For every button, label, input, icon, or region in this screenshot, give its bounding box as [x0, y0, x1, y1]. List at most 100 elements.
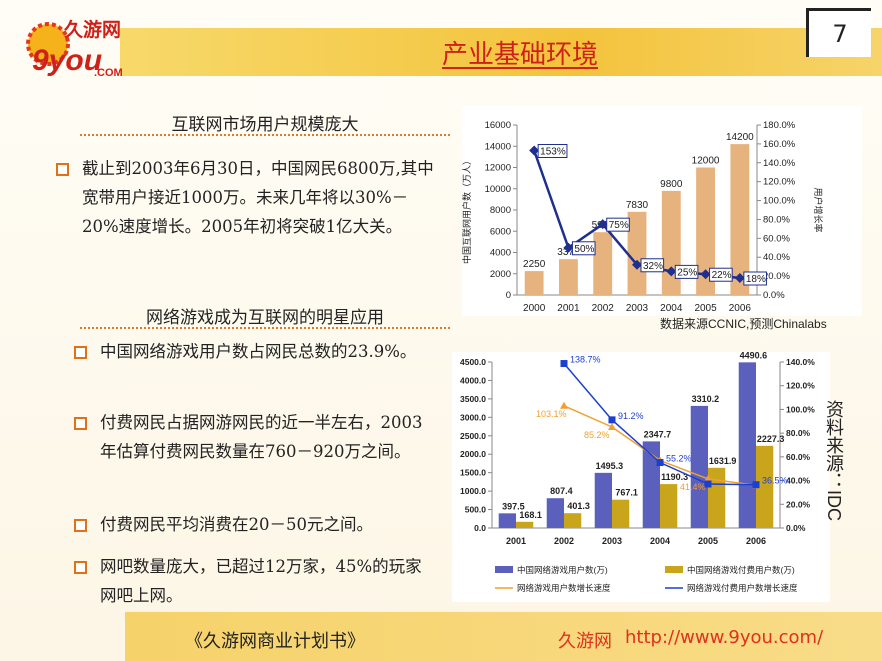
- marker: [704, 474, 712, 482]
- y2-tick-label: 180.0%: [763, 120, 796, 131]
- x-tick-label: 2003: [626, 303, 649, 314]
- marker: [560, 360, 568, 368]
- y-tick-label: 16000: [485, 120, 511, 131]
- legend-swatch: [665, 566, 683, 573]
- y-tick-label: 500.0: [465, 505, 487, 515]
- section-heading: 互联网市场用户规模庞大: [171, 115, 359, 135]
- bar-value-label: 2227.3: [757, 434, 785, 444]
- y2-tick-label: 20.0%: [786, 499, 811, 509]
- y-tick-label: 2500.0: [460, 431, 486, 441]
- bar: [661, 190, 681, 295]
- marker: [666, 266, 677, 277]
- y2-tick-label: 120.0%: [786, 381, 815, 391]
- bar-value-label: 767.1: [615, 488, 638, 498]
- y-tick-label: 2000.0: [460, 449, 486, 459]
- line-value-label: 91.2%: [618, 411, 644, 421]
- bar: [516, 521, 534, 528]
- bullet: 网吧数量庞大，已超过12万家，45%的玩家网吧上网。: [74, 552, 430, 610]
- marker: [529, 145, 540, 156]
- legend-label: 中国网络游戏用户数(万): [517, 565, 608, 575]
- bar-value-label: 397.5: [502, 501, 525, 511]
- y-tick-label: 2000: [490, 269, 511, 280]
- bar: [756, 445, 774, 528]
- label-box: [606, 217, 630, 232]
- y-tick-label: 4000: [490, 248, 511, 259]
- bar-value-label: 168.1: [519, 510, 542, 520]
- line-value-label: 55.2%: [666, 454, 692, 464]
- bar-value-label: 3370: [557, 247, 580, 258]
- bar: [730, 144, 750, 295]
- label-box: [640, 258, 665, 273]
- bar-value-label: 4490.6: [740, 350, 768, 360]
- x-tick-label: 2005: [698, 536, 718, 546]
- bar-value-label: 807.4: [550, 486, 573, 496]
- y2-tick-label: 100.0%: [763, 196, 796, 207]
- bar: [593, 232, 613, 295]
- section-heading: 网络游戏成为互联网的明星应用: [146, 308, 384, 328]
- bullet: 中国网络游戏用户数占网民总数的23.9%。: [74, 337, 420, 366]
- y-tick-label: 4500.0: [460, 357, 486, 367]
- bar: [696, 167, 715, 295]
- bar: [564, 513, 582, 528]
- bar: [524, 271, 544, 295]
- bullet: 截止到2003年6月30日，中国网民6800万,其中宽带用户接近1000万。未来…: [56, 154, 444, 241]
- footer-doc: 《久游网商业计划书》: [185, 631, 365, 652]
- marker: [560, 401, 568, 409]
- label-box: [709, 267, 733, 282]
- line-value-label: 18%: [746, 274, 766, 285]
- logo: 久游网 9you .COM: [26, 18, 123, 79]
- y-tick-label: 14000: [485, 141, 511, 152]
- line-value-label: 32%: [643, 261, 663, 272]
- logo-com: .COM: [94, 67, 123, 79]
- footer-url: http://www.9you.com/: [625, 627, 824, 648]
- page-number: 7: [806, 8, 871, 57]
- line-value-label: 103.1%: [536, 409, 567, 419]
- bar-value-label: 2347.7: [644, 429, 672, 439]
- marker: [734, 273, 745, 283]
- y2-tick-label: 60.0%: [786, 452, 811, 462]
- y2-tick-label: 20.0%: [763, 271, 790, 282]
- source: 数据来源CCNIC,预测Chinalabs: [660, 316, 827, 331]
- y-tick-label: 1500.0: [460, 468, 486, 478]
- label-box: [537, 144, 568, 158]
- marker: [563, 242, 574, 253]
- line-value-label: 36.5%: [762, 476, 788, 486]
- divider: [80, 134, 450, 136]
- line-value-label: 75%: [609, 220, 629, 231]
- x-tick-label: 2003: [602, 536, 622, 546]
- header-band: [120, 28, 882, 76]
- y2-tick-label: 100.0%: [786, 404, 815, 414]
- y-tick-label: 4000.0: [460, 375, 486, 385]
- y2-tick-label: 120.0%: [763, 177, 796, 188]
- x-tick-label: 2006: [729, 303, 752, 314]
- marker: [704, 480, 712, 488]
- bar: [660, 484, 678, 528]
- y2-tick-label: 140.0%: [763, 158, 796, 169]
- y2-tick-label: 0.0%: [786, 523, 806, 533]
- logo-sun: [26, 22, 70, 66]
- bar-value-label: 1495.3: [596, 461, 624, 471]
- bullet: 付费网民占据网游网民的近一半左右，2003年估算付费网民数量在760－920万之…: [74, 408, 430, 466]
- line-value-label: 22%: [712, 270, 732, 281]
- y-tick-label: 0.0: [474, 523, 486, 533]
- label-box: [743, 271, 767, 286]
- bar-value-label: 3310.2: [692, 394, 720, 404]
- bar: [627, 211, 647, 295]
- marker: [632, 259, 642, 270]
- y-tick-label: 8000: [490, 205, 511, 216]
- line-value-label: 50%: [574, 244, 594, 255]
- y2-tick-label: 0.0%: [763, 290, 785, 301]
- bar-value-label: 2250: [523, 259, 546, 270]
- y-tick-label: 3000.0: [460, 412, 486, 422]
- x-tick-label: 2005: [694, 303, 717, 314]
- y-axis-label: 中国互联网用户数（万人）: [461, 156, 472, 264]
- y2-tick-label: 140.0%: [786, 357, 815, 367]
- x-tick-label: 2004: [650, 536, 670, 546]
- bar-value-label: 12000: [692, 156, 720, 167]
- bar-value-label: 7830: [626, 200, 649, 211]
- bar: [612, 499, 630, 528]
- bar: [738, 362, 756, 528]
- y2-tick-label: 80.0%: [786, 428, 811, 438]
- legend-label: 网络游戏用户数增长速度: [517, 583, 611, 593]
